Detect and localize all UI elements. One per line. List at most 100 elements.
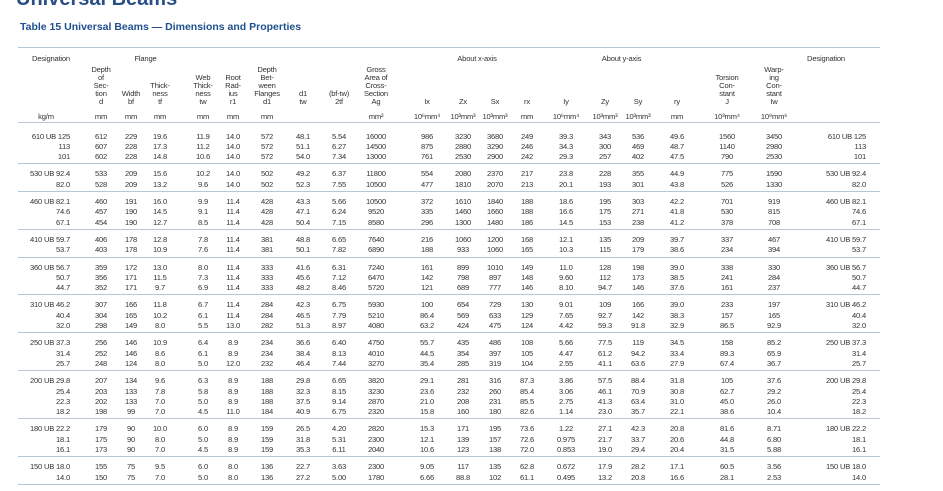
cell: 454 (94, 217, 108, 227)
unit: mm (226, 111, 240, 121)
column-header: ry (674, 96, 680, 106)
cell: 23.6 (420, 386, 434, 396)
cell: 633 (488, 310, 502, 320)
column-header: d (98, 96, 104, 106)
cell: 191 (124, 197, 138, 206)
cell: 8.9 (228, 434, 238, 444)
column-header: Iw (770, 96, 778, 106)
cell: 343 (598, 131, 612, 141)
cell: 381 (260, 245, 274, 255)
cell: 475 (488, 321, 502, 330)
unit: 10³mm³ (450, 111, 476, 121)
cell: 67.4 (720, 358, 734, 368)
cell: 572 (260, 131, 274, 141)
cell: 729 (488, 300, 502, 310)
cell: 12.0 (226, 358, 240, 368)
cell: 5.8 (198, 386, 208, 396)
column-header: 2tf (335, 96, 343, 106)
cell: 6.65 (332, 234, 346, 244)
cell: 11.4 (226, 262, 240, 272)
cell: 319 (488, 358, 502, 368)
cell: 35.3 (296, 445, 310, 454)
cell: 39.0 (670, 262, 684, 272)
cell: 165 (767, 310, 781, 320)
cell: 11.8 (153, 300, 167, 310)
cell: 7.34 (332, 152, 346, 162)
cell: 285 (456, 358, 470, 368)
cell: 10.3 (559, 245, 573, 255)
unit: mm (94, 111, 108, 121)
cell: 59.3 (598, 321, 612, 330)
cell: 5.5 (198, 321, 208, 330)
cell: 8.6 (155, 348, 165, 358)
cell: 63.2 (420, 321, 434, 330)
cell: 2980 (765, 141, 783, 151)
cell: 7.79 (332, 310, 346, 320)
cell: 160 (456, 407, 470, 417)
column-header: Depth (91, 64, 111, 74)
cell: 32.0 (852, 321, 866, 330)
cell: 62.7 (720, 386, 734, 396)
cell: 157 (720, 310, 734, 320)
cell: 234 (260, 338, 274, 348)
cell: 610 UB 125 (31, 131, 70, 141)
cell: 25.7 (852, 358, 866, 368)
cell: 133 (124, 396, 138, 406)
cell: 4750 (367, 338, 385, 348)
cell: 179 (631, 245, 645, 255)
cell: 50.7 (56, 272, 70, 282)
cell: 21.0 (420, 396, 434, 406)
cell: 469 (631, 141, 645, 151)
cell: 9.14 (332, 396, 346, 406)
cell: 88.4 (631, 376, 645, 386)
cell: 16.1 (56, 445, 70, 454)
cell: 17.9 (598, 462, 612, 472)
cell: 136 (260, 472, 274, 482)
rule (18, 456, 880, 458)
cell: 138 (488, 445, 502, 454)
cell: 27.2 (296, 472, 310, 482)
cell: 165 (520, 245, 534, 255)
cell: 7.3 (198, 272, 208, 282)
cell: 142 (420, 272, 434, 282)
cell: 48.8 (296, 234, 310, 244)
column-header: Flanges (254, 88, 280, 98)
cell: 82.0 (852, 179, 866, 189)
cell: 9.6 (198, 179, 208, 189)
cell: 875 (420, 141, 434, 151)
cell: 1060 (486, 245, 504, 255)
cell: 356 (94, 272, 108, 282)
cell: 8.0 (198, 262, 208, 272)
cell: 124 (124, 358, 138, 368)
cell: 0.975 (556, 434, 576, 444)
cell: 228 (124, 152, 138, 162)
cell: 14500 (365, 141, 387, 151)
cell: 4.20 (332, 424, 346, 434)
cell: 34.3 (559, 141, 573, 151)
cell: 11.4 (226, 245, 240, 255)
cell: 13.2 (598, 472, 612, 482)
rule (18, 47, 880, 48)
cell: 1780 (367, 472, 385, 482)
cell: 1300 (454, 217, 472, 227)
cell: 50.7 (852, 272, 866, 282)
cell: 165 (124, 310, 138, 320)
cell: 271 (631, 207, 645, 217)
cell: 986 (420, 131, 434, 141)
cell: 37.6 (767, 376, 781, 386)
cell: 26.5 (296, 424, 310, 434)
cell: 142 (631, 310, 645, 320)
cell: 193 (598, 179, 612, 189)
cell: 526 (720, 179, 734, 189)
cell: 119 (632, 338, 644, 348)
cell: 9.60 (559, 272, 573, 282)
cell: 188 (520, 197, 534, 206)
cell: 7640 (367, 234, 385, 244)
cell: 0.672 (556, 462, 576, 472)
cell: 34.5 (670, 338, 684, 348)
cell: 172 (124, 262, 138, 272)
cell: 7.0 (155, 472, 165, 482)
cell: 135 (598, 234, 612, 244)
cell: 124 (520, 321, 534, 330)
cell: 11.4 (226, 283, 240, 293)
